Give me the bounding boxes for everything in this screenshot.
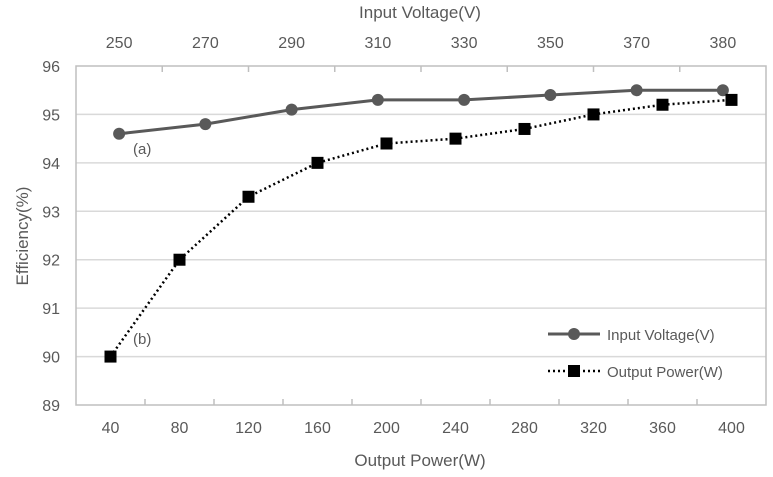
y-tick-label: 94 (42, 156, 60, 173)
data-point-circle (544, 89, 557, 102)
legend-square-marker (568, 365, 580, 377)
data-point-square (311, 156, 324, 169)
data-point-circle (371, 93, 384, 106)
bottom-x-tick-label: 120 (235, 420, 262, 437)
data-point-circle (285, 103, 298, 116)
data-point-square (104, 350, 117, 363)
y-tick-label: 93 (42, 204, 60, 221)
series-layer (104, 84, 738, 363)
plot-area-border (75, 65, 767, 406)
tick-labels: 89 90 91 92 93 94 95 96 250 270 290 310 330 350 370 380… (42, 35, 745, 437)
data-point-circle (630, 84, 643, 97)
top-x-tick-label: 250 (106, 35, 133, 52)
bottom-x-tick-label: 400 (718, 420, 745, 437)
data-point-square (725, 93, 738, 106)
bottom-x-tick-label: 80 (171, 420, 189, 437)
legend-item-input-voltage: Input Voltage(V) (548, 327, 715, 344)
legend-label-input-voltage: Input Voltage(V) (607, 327, 715, 344)
top-x-tick-label: 350 (537, 35, 564, 52)
bottom-axis-title: Output Power(W) (354, 451, 485, 470)
annotation-b: (b) (133, 331, 151, 348)
annotation-a: (a) (133, 141, 151, 158)
y-tick-label: 96 (42, 59, 60, 76)
legend-item-output-power: Output Power(W) (548, 364, 723, 381)
data-point-square (242, 190, 255, 203)
bottom-x-tick-label: 40 (102, 420, 120, 437)
y-tick-label: 91 (42, 301, 60, 318)
legend-circle-marker (568, 328, 580, 340)
series-line-output-power (109, 98, 732, 358)
data-point-square (449, 132, 462, 145)
axis-ticks (144, 66, 698, 405)
data-point-square (518, 122, 531, 135)
y-tick-label: 90 (42, 350, 60, 367)
bottom-x-tick-label: 360 (649, 420, 676, 437)
top-x-tick-label: 380 (710, 35, 737, 52)
y-tick-label: 95 (42, 107, 60, 124)
bottom-x-tick-label: 160 (304, 420, 331, 437)
y-tick-label: 92 (42, 253, 60, 270)
y-tick-label: 89 (42, 398, 60, 415)
data-point-square (380, 137, 393, 150)
top-x-tick-label: 330 (451, 35, 478, 52)
top-x-tick-label: 310 (365, 35, 392, 52)
data-point-square (656, 98, 669, 111)
bottom-x-tick-label: 280 (511, 420, 538, 437)
gridlines (76, 113, 766, 358)
top-x-tick-label: 270 (192, 35, 219, 52)
legend: Input Voltage(V) Output Power(W) (548, 327, 723, 381)
y-axis-title: Efficiency(%) (13, 187, 32, 286)
data-point-circle (716, 84, 729, 97)
series-line-input-voltage (118, 88, 723, 136)
bottom-x-tick-label: 200 (373, 420, 400, 437)
data-point-circle (458, 93, 471, 106)
top-x-tick-label: 290 (278, 35, 305, 52)
bottom-x-tick-label: 240 (442, 420, 469, 437)
data-point-square (173, 253, 186, 266)
data-point-circle (113, 127, 126, 140)
data-point-circle (199, 118, 212, 131)
bottom-x-tick-label: 320 (580, 420, 607, 437)
top-axis-title: Input Voltage(V) (359, 3, 481, 22)
data-point-square (587, 108, 600, 121)
top-x-tick-label: 370 (623, 35, 650, 52)
legend-label-output-power: Output Power(W) (607, 364, 723, 381)
